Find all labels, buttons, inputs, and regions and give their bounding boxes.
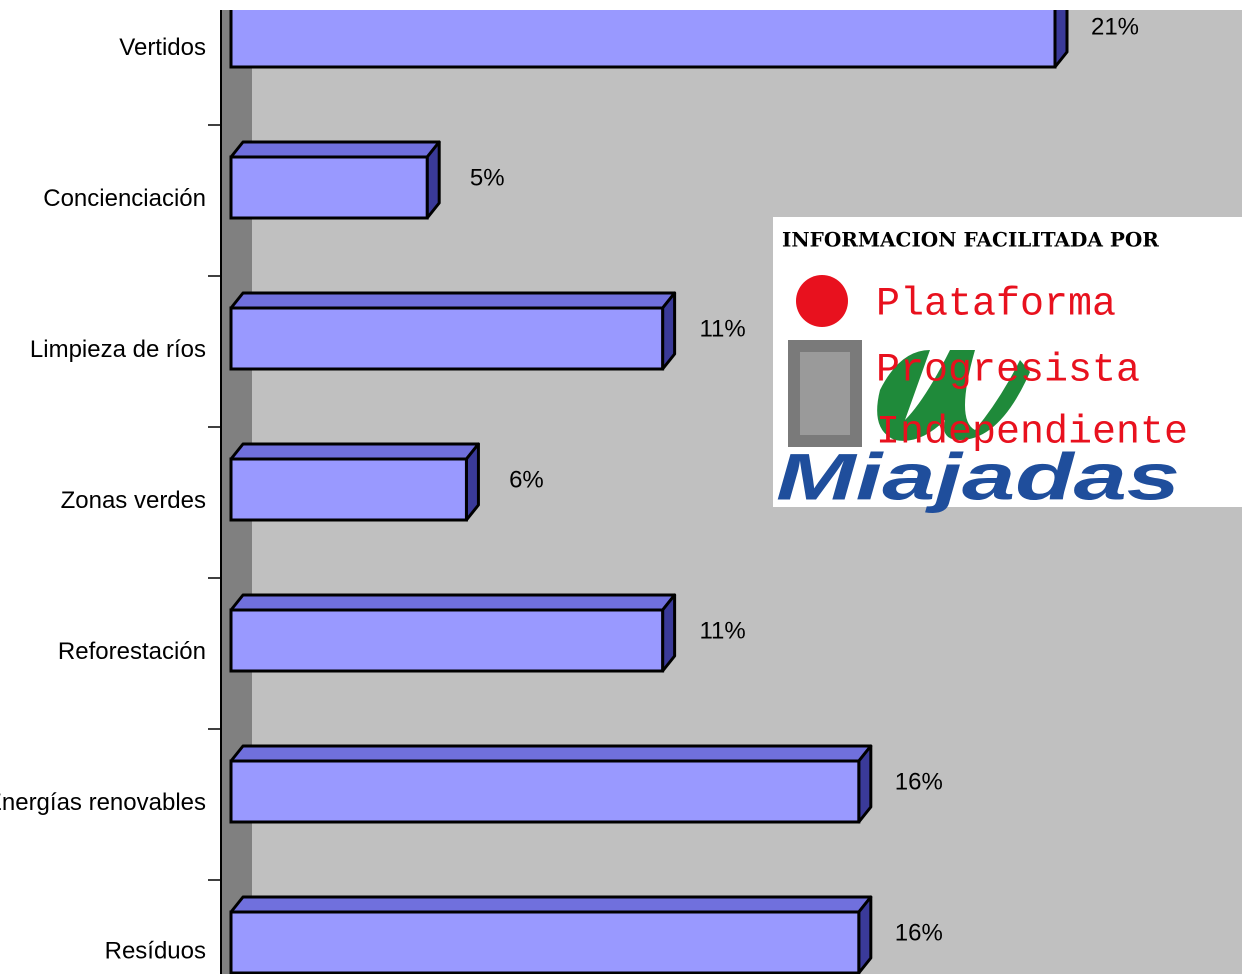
value-label: 6% bbox=[509, 466, 544, 493]
category-label: Concienciación bbox=[43, 185, 206, 212]
bar-side bbox=[661, 291, 677, 371]
category-label: Vertidos bbox=[119, 34, 206, 61]
bar-side bbox=[425, 140, 441, 220]
bar-side bbox=[464, 442, 480, 522]
labels: Vertidos 21% Concienciación 5% Limpieza de r… bbox=[0, 13, 1139, 964]
bar bbox=[229, 10, 1057, 69]
value-label: 16% bbox=[895, 919, 943, 946]
bar-top bbox=[229, 744, 873, 763]
logo-line: Plataforma bbox=[876, 283, 1116, 328]
logo-u bbox=[877, 350, 1030, 441]
value-label: 5% bbox=[470, 164, 505, 191]
category-label: Reforestación bbox=[58, 638, 206, 665]
logo-title: Miajadas bbox=[776, 439, 1180, 513]
bar-top bbox=[229, 895, 873, 914]
bar bbox=[229, 608, 665, 673]
bars bbox=[229, 0, 1069, 974]
bar-side bbox=[857, 895, 873, 974]
bar-top bbox=[229, 291, 677, 310]
bar-top bbox=[229, 593, 677, 612]
bar bbox=[229, 910, 861, 974]
value-label: 11% bbox=[699, 315, 745, 342]
bar bbox=[229, 759, 861, 824]
bar-top bbox=[229, 140, 441, 159]
category-label: Resíduos bbox=[105, 937, 206, 964]
logo-line: Progresista bbox=[876, 349, 1140, 394]
category-label: Energías renovables bbox=[0, 789, 206, 816]
logo: INFORMACION FACILITADA POR Plataforma Pr… bbox=[773, 217, 1242, 513]
value-label: 11% bbox=[699, 617, 745, 644]
bar bbox=[229, 155, 429, 220]
logo-dot bbox=[796, 275, 848, 327]
logo-line: Independiente bbox=[876, 411, 1188, 456]
value-label: 16% bbox=[895, 768, 943, 795]
bar bbox=[229, 457, 468, 522]
bar-side bbox=[661, 593, 677, 673]
bar-top bbox=[229, 442, 480, 461]
logo-i-fill bbox=[800, 352, 850, 435]
bar bbox=[229, 306, 665, 371]
value-label: 21% bbox=[1091, 13, 1139, 40]
bar-side bbox=[857, 744, 873, 824]
category-label: Limpieza de ríos bbox=[30, 336, 206, 363]
logo-i bbox=[788, 340, 862, 447]
category-label: Zonas verdes bbox=[61, 487, 206, 514]
logo-caption: INFORMACION FACILITADA POR bbox=[782, 228, 1159, 252]
bar-top bbox=[231, 0, 1067, 6]
